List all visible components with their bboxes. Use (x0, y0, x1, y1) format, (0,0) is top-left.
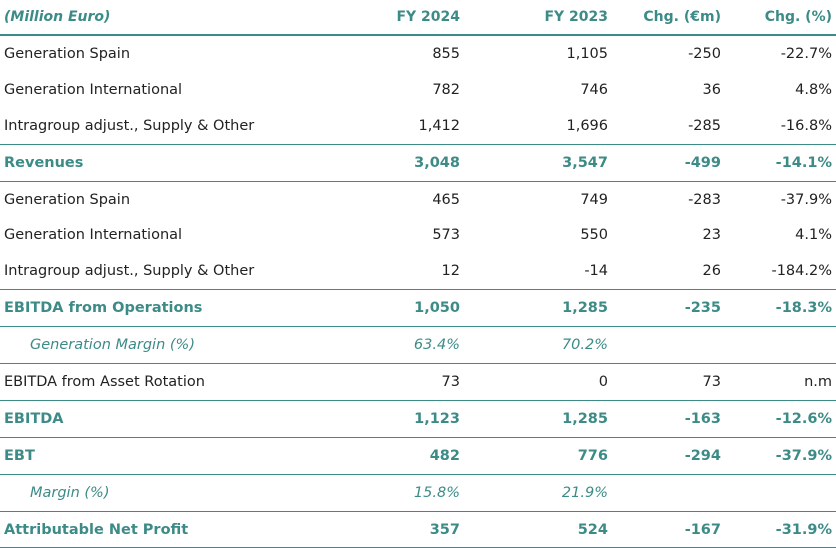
cell-chg-abs: -283 (688, 191, 721, 208)
cell-fy2023: 1,285 (562, 300, 608, 317)
cell-chg-abs: -235 (684, 300, 721, 317)
row-label: Intragroup adjust., Supply & Other (4, 117, 255, 134)
cell-fy2024: 15.8% (413, 484, 460, 501)
header-row: (Million Euro) FY 2024 FY 2023 Chg. (€m)… (0, 0, 836, 35)
cell-fy2024: 855 (432, 45, 460, 62)
row-label: EBITDA from Asset Rotation (4, 373, 205, 390)
table-row: Generation Spain 855 1,105 -250 -22.7% (0, 35, 836, 72)
margin-row-generation: Generation Margin (%) 63.4% 70.2% (0, 327, 836, 364)
row-label: Generation International (4, 227, 183, 244)
cell-chg-abs: -294 (684, 447, 721, 464)
cell-chg-pct: -12.6% (775, 410, 832, 427)
cell-chg-abs: 26 (702, 263, 721, 280)
cell-fy2024: 1,412 (418, 117, 460, 134)
cell-chg-pct: -37.9% (775, 447, 832, 464)
row-label: Generation Spain (4, 45, 131, 62)
cell-fy2024: 3,048 (414, 154, 460, 171)
row-label: EBITDA from Operations (4, 300, 203, 317)
cell-chg-abs: 23 (702, 227, 721, 244)
subtotal-row-revenues: Revenues 3,048 3,547 -499 -14.1% (0, 144, 836, 182)
subtotal-row-ebitda: EBITDA 1,123 1,285 -163 -12.6% (0, 400, 836, 438)
cell-chg-abs: -163 (684, 410, 721, 427)
header-fy2024: FY 2024 (396, 9, 460, 25)
cell-fy2024: 12 (441, 263, 460, 280)
cell-fy2023: 776 (577, 447, 608, 464)
row-label: Generation Spain (4, 191, 131, 208)
row-label: Attributable Net Profit (4, 521, 189, 538)
cell-fy2024: 1,123 (414, 410, 460, 427)
subtotal-row-net-profit: Attributable Net Profit 357 524 -167 -31… (0, 511, 836, 548)
header-label: (Million Euro) (4, 9, 111, 25)
cell-fy2023: 3,547 (562, 154, 608, 171)
cell-fy2023: 749 (580, 191, 608, 208)
cell-fy2023: 0 (598, 373, 608, 390)
cell-fy2024: 782 (432, 81, 460, 98)
cell-chg-pct: -31.9% (775, 521, 832, 538)
cell-chg-pct (725, 474, 836, 511)
cell-fy2023: 21.9% (561, 484, 608, 501)
table-row: Intragroup adjust., Supply & Other 12 -1… (0, 253, 836, 289)
table-row: Generation International 782 746 36 4.8% (0, 72, 836, 108)
header-chg-pct: Chg. (%) (764, 9, 832, 25)
cell-fy2024: 1,050 (414, 300, 460, 317)
cell-fy2023: 1,696 (566, 117, 608, 134)
row-label: Generation Margin (%) (30, 337, 195, 354)
table-row: EBITDA from Asset Rotation 73 0 73 n.m (0, 364, 836, 401)
cell-fy2023: -14 (584, 263, 608, 280)
row-label: EBT (4, 447, 35, 464)
cell-fy2023: 70.2% (561, 337, 608, 354)
cell-fy2024: 357 (429, 521, 460, 538)
cell-chg-pct: 4.1% (795, 227, 832, 244)
cell-chg-abs: -499 (684, 154, 721, 171)
row-label: EBITDA (4, 410, 64, 427)
cell-chg-abs: 36 (702, 81, 721, 98)
cell-fy2023: 550 (580, 227, 608, 244)
cell-chg-abs: 73 (702, 373, 721, 390)
cell-fy2024: 573 (432, 227, 460, 244)
cell-chg-abs: -250 (688, 45, 721, 62)
subtotal-row-ebt: EBT 482 776 -294 -37.9% (0, 437, 836, 475)
row-label: Margin (%) (30, 484, 110, 501)
cell-chg-pct: -184.2% (771, 263, 832, 280)
table-row: Intragroup adjust., Supply & Other 1,412… (0, 108, 836, 144)
header-fy2023: FY 2023 (544, 9, 608, 25)
cell-fy2023: 524 (577, 521, 608, 538)
cell-chg-abs (612, 474, 725, 511)
cell-chg-pct: -18.3% (775, 300, 832, 317)
row-label: Intragroup adjust., Supply & Other (4, 263, 255, 280)
cell-fy2024: 63.4% (413, 337, 460, 354)
cell-fy2023: 746 (580, 81, 608, 98)
cell-chg-pct: -22.7% (780, 45, 832, 62)
cell-fy2024: 465 (432, 191, 460, 208)
cell-fy2023: 1,285 (562, 410, 608, 427)
cell-fy2024: 482 (429, 447, 460, 464)
table-row: Generation International 573 550 23 4.1% (0, 217, 836, 253)
cell-chg-pct: 4.8% (795, 81, 832, 98)
cell-chg-abs (612, 327, 725, 364)
row-label: Revenues (4, 154, 84, 171)
cell-chg-pct: n.m (804, 373, 832, 390)
cell-fy2024: 73 (441, 373, 460, 390)
cell-chg-pct: -16.8% (780, 117, 832, 134)
header-chg-abs: Chg. (€m) (643, 9, 721, 25)
row-label: Generation International (4, 81, 183, 98)
cell-chg-pct: -37.9% (780, 191, 832, 208)
cell-chg-abs: -285 (688, 117, 721, 134)
subtotal-row-ebitda-operations: EBITDA from Operations 1,050 1,285 -235 … (0, 289, 836, 327)
cell-chg-pct: -14.1% (775, 154, 832, 171)
cell-chg-pct (725, 327, 836, 364)
cell-chg-abs: -167 (684, 521, 721, 538)
table-row: Generation Spain 465 749 -283 -37.9% (0, 181, 836, 217)
margin-row-ebt: Margin (%) 15.8% 21.9% (0, 474, 836, 512)
cell-fy2023: 1,105 (566, 45, 608, 62)
